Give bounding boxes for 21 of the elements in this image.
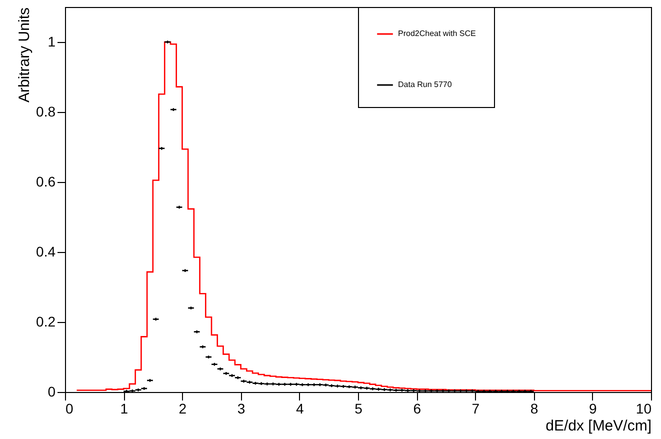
x-tick-label: 2 — [178, 400, 187, 416]
y-tick-label: 0.8 — [36, 104, 56, 120]
x-axis-title: dE/dx [MeV/cm] — [546, 418, 652, 434]
y-tick-label: 0 — [48, 384, 56, 400]
y-tick-label: 0.6 — [36, 174, 56, 190]
y-axis-title: Arbitrary Units — [16, 8, 34, 103]
y-tick-label: 0.4 — [36, 244, 56, 260]
x-tick-label: 6 — [413, 400, 422, 416]
x-tick-label: 1 — [120, 400, 128, 416]
legend-label: Data Run 5770 — [398, 80, 452, 89]
y-tick-label: 1 — [48, 34, 56, 50]
x-tick-label: 5 — [354, 400, 363, 416]
x-tick-label: 8 — [530, 400, 538, 416]
y-tick-label: 0.2 — [36, 314, 56, 330]
x-tick-label: 4 — [296, 400, 304, 416]
x-tick-label: 0 — [66, 400, 74, 416]
x-tick-label: 9 — [589, 400, 597, 416]
x-tick-label: 3 — [237, 400, 246, 416]
legend-label: Prod2Cheat with SCE — [398, 29, 476, 38]
x-tick-label: 10 — [636, 400, 652, 416]
x-tick-label: 7 — [472, 400, 480, 416]
